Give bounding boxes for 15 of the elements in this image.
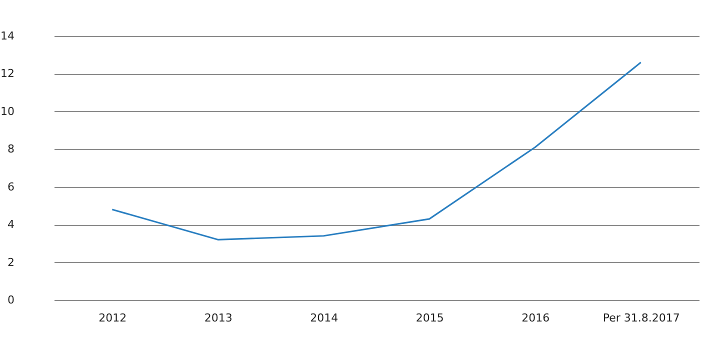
- y-tick-label: 12: [0, 67, 14, 80]
- x-tick-label: 2014: [310, 312, 338, 324]
- y-tick-label: 2: [8, 256, 14, 269]
- y-tick-label: 14: [0, 30, 14, 42]
- x-tick-label: 2016: [522, 312, 550, 324]
- line-series: [111, 62, 642, 240]
- y-tick-label: 10: [0, 104, 14, 118]
- x-tick-label: 2015: [416, 312, 444, 324]
- x-tick-label: 2012: [98, 312, 127, 324]
- y-tick-label: 8: [8, 142, 14, 156]
- x-tick-label: Per 31.8.2017: [602, 312, 680, 324]
- x-tick-label: 2013: [204, 312, 232, 324]
- y-tick-label: 4: [8, 218, 14, 232]
- y-tick-label: 6: [8, 180, 14, 194]
- y-tick-label: 0: [8, 294, 14, 306]
